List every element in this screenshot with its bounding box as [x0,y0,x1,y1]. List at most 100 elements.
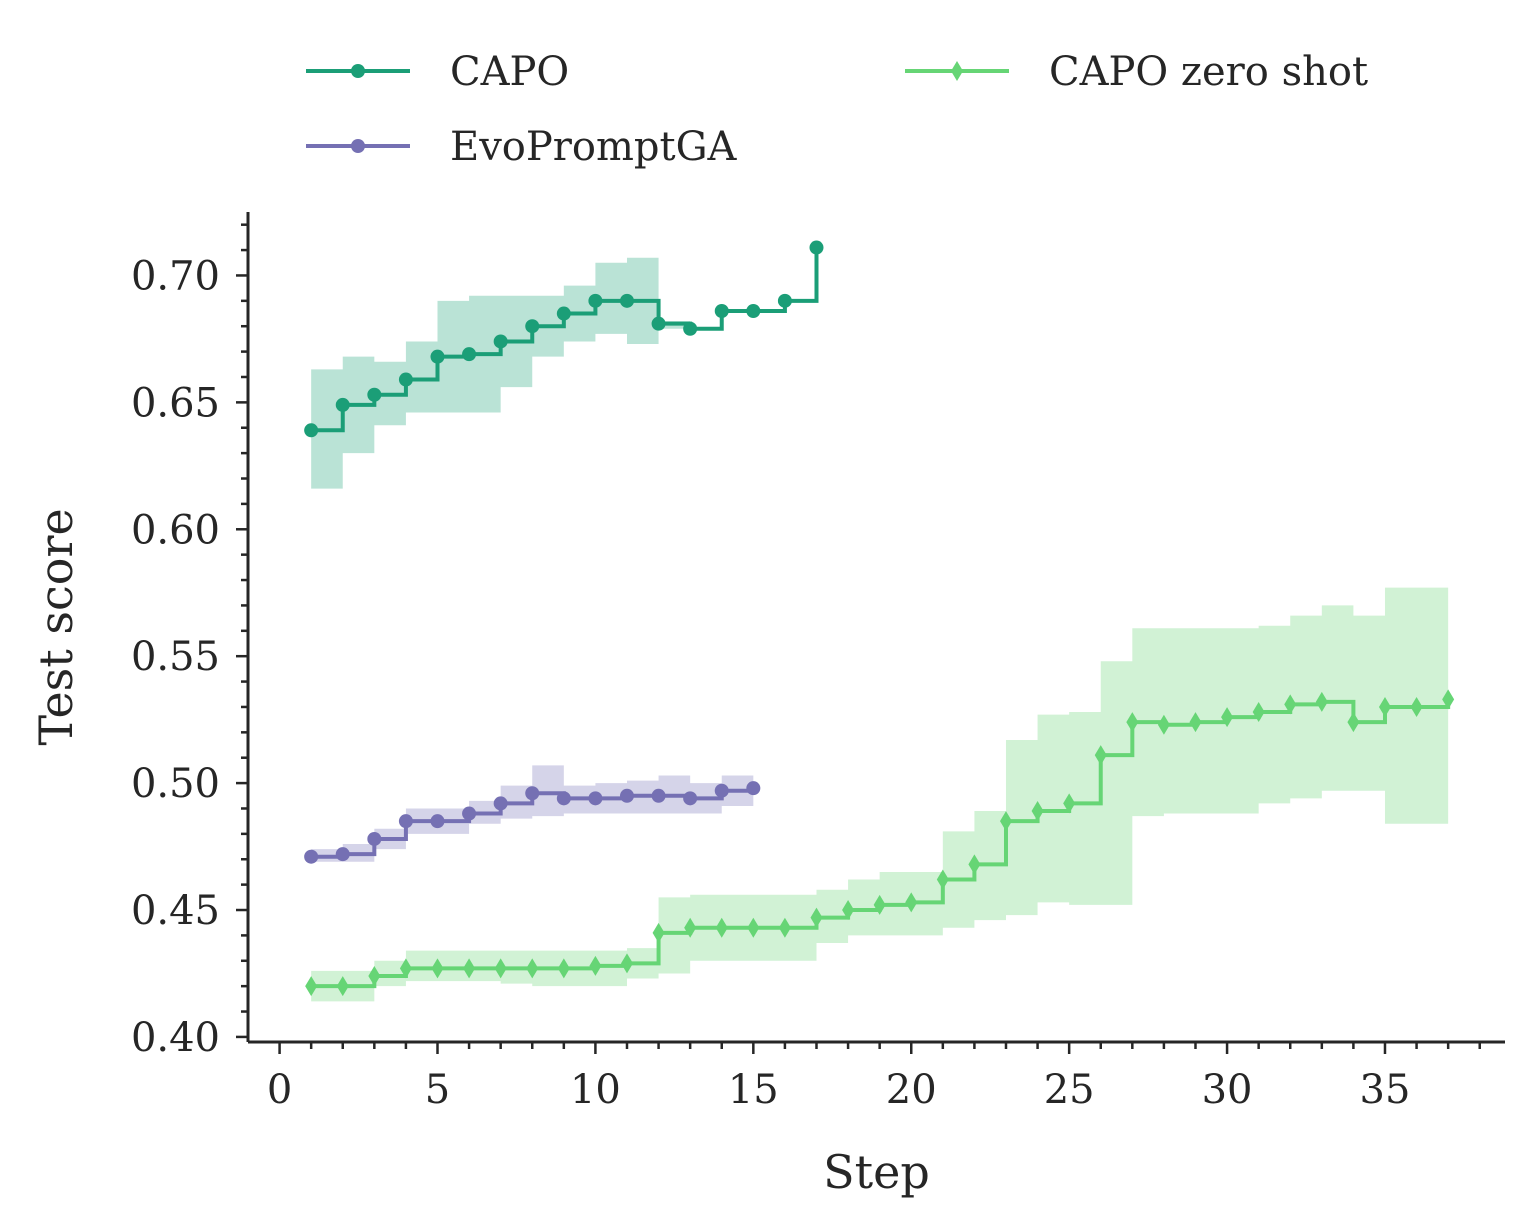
capo-legend-label: CAPO [450,49,569,95]
capo-zero-shot-point [1410,696,1423,717]
capo-zero-shot-point [999,811,1012,832]
series-markers [304,240,1455,997]
capo-point [809,240,824,255]
evopromptga-point [556,791,571,806]
capo-point [588,293,603,308]
capo-zero-shot-point [873,894,886,915]
capo-point [493,334,508,349]
capo-zero-shot-point [1221,707,1234,728]
capo-point [367,387,382,402]
capo-zero-shot-legend-marker [951,61,963,81]
capo-zero-shot-point [715,917,728,938]
y-tick-label: 0.60 [131,507,220,553]
capo-band [311,247,817,489]
x-tick-label: 25 [1044,1067,1095,1113]
capo-zero-shot-point [747,917,760,938]
y-tick-label: 0.50 [131,761,220,807]
capo-zero-shot-point [305,976,318,997]
capo-point [683,321,698,336]
capo-zero-shot-point [1126,712,1139,733]
evopromptga-legend-label: EvoPromptGA [450,124,738,170]
capo-zero-shot-point [1094,745,1107,766]
capo-point [462,347,477,362]
capo-zero-shot-point [778,917,791,938]
capo-zero-shot-point [620,953,633,974]
capo-point [525,319,540,334]
capo-zero-shot-point [589,955,602,976]
capo-point [335,397,350,412]
axes: 0.40 0.45 0.50 0.55 0.60 0.65 0.70 0 5 10 15 20 25 30… [29,212,1505,1199]
capo-zero-shot-point [1347,712,1360,733]
capo-zero-shot-point [842,900,855,921]
capo-zero-shot-point [1284,694,1297,715]
evopromptga-point [619,788,634,803]
capo-zero-shot-point [905,892,918,913]
capo-point [304,423,319,438]
capo-zero-shot-point [1031,801,1044,822]
capo-zero-shot-point [526,958,539,979]
capo-legend-marker [351,64,365,78]
capo-zero-shot-point [1189,712,1202,733]
capo-point [777,293,792,308]
capo-point [619,293,634,308]
confidence-bands [311,247,1449,1002]
evopromptga-legend-marker [351,139,365,153]
x-tick-label: 15 [728,1067,779,1113]
capo-zero-shot-point [463,958,476,979]
capo-zero-shot-point [557,958,570,979]
y-tick-label: 0.40 [131,1015,220,1061]
capo-zero-shot-point [336,976,349,997]
capo-point [556,306,571,321]
x-tick-label: 30 [1202,1067,1253,1113]
x-tick-label: 20 [886,1067,937,1113]
evopromptga-point [651,788,666,803]
capo-zero-shot-point [1378,696,1391,717]
evopromptga-band [311,765,754,862]
evopromptga-point [335,847,350,862]
x-axis-title: Step [823,1145,930,1199]
capo-zero-shot-point [1315,691,1328,712]
capo-zero-shot-point [968,854,981,875]
y-axis-title: Test score [29,508,83,745]
capo-point [398,372,413,387]
evopromptga-point [746,781,761,796]
capo-zero-shot-point [494,958,507,979]
legend: CAPO EvoPromptGA CAPO zero shot [306,49,1368,170]
y-tick-label: 0.55 [131,634,220,680]
capo-zero-shot-point [431,958,444,979]
capo-zero-shot-point [936,869,949,890]
y-tick-label: 0.65 [131,380,220,426]
x-tick-label: 10 [570,1067,621,1113]
evopromptga-point [493,796,508,811]
evopromptga-point [304,849,319,864]
evopromptga-point [398,814,413,829]
capo-zero-shot-point [1442,689,1455,710]
capo-point [430,349,445,364]
evopromptga-point [367,831,382,846]
y-tick-label: 0.45 [131,888,220,934]
evopromptga-point [430,814,445,829]
x-tick-label: 5 [425,1067,450,1113]
capo-zero-shot-point [1252,702,1265,723]
capo-zero-shot-point [1157,714,1170,735]
capo-zero-shot-point [652,922,665,943]
capo-point [651,316,666,331]
capo-zero-shot-point [368,966,381,987]
evopromptga-point [525,786,540,801]
x-tick-label: 35 [1360,1067,1411,1113]
capo-zero-shot-legend-label: CAPO zero shot [1049,49,1368,95]
capo-point [714,303,729,318]
y-tick-label: 0.70 [131,253,220,299]
capo-zero-shot-band [311,587,1449,1002]
evopromptga-point [588,791,603,806]
capo-zero-shot-point [1063,793,1076,814]
capo-zero-shot-point [684,917,697,938]
evopromptga-point [714,783,729,798]
capo-zero-shot-point [399,958,412,979]
evopromptga-point [683,791,698,806]
evopromptga-point [462,806,477,821]
x-tick-label: 0 [267,1067,292,1113]
capo-zero-shot-point [810,907,823,928]
capo-point [746,303,761,318]
